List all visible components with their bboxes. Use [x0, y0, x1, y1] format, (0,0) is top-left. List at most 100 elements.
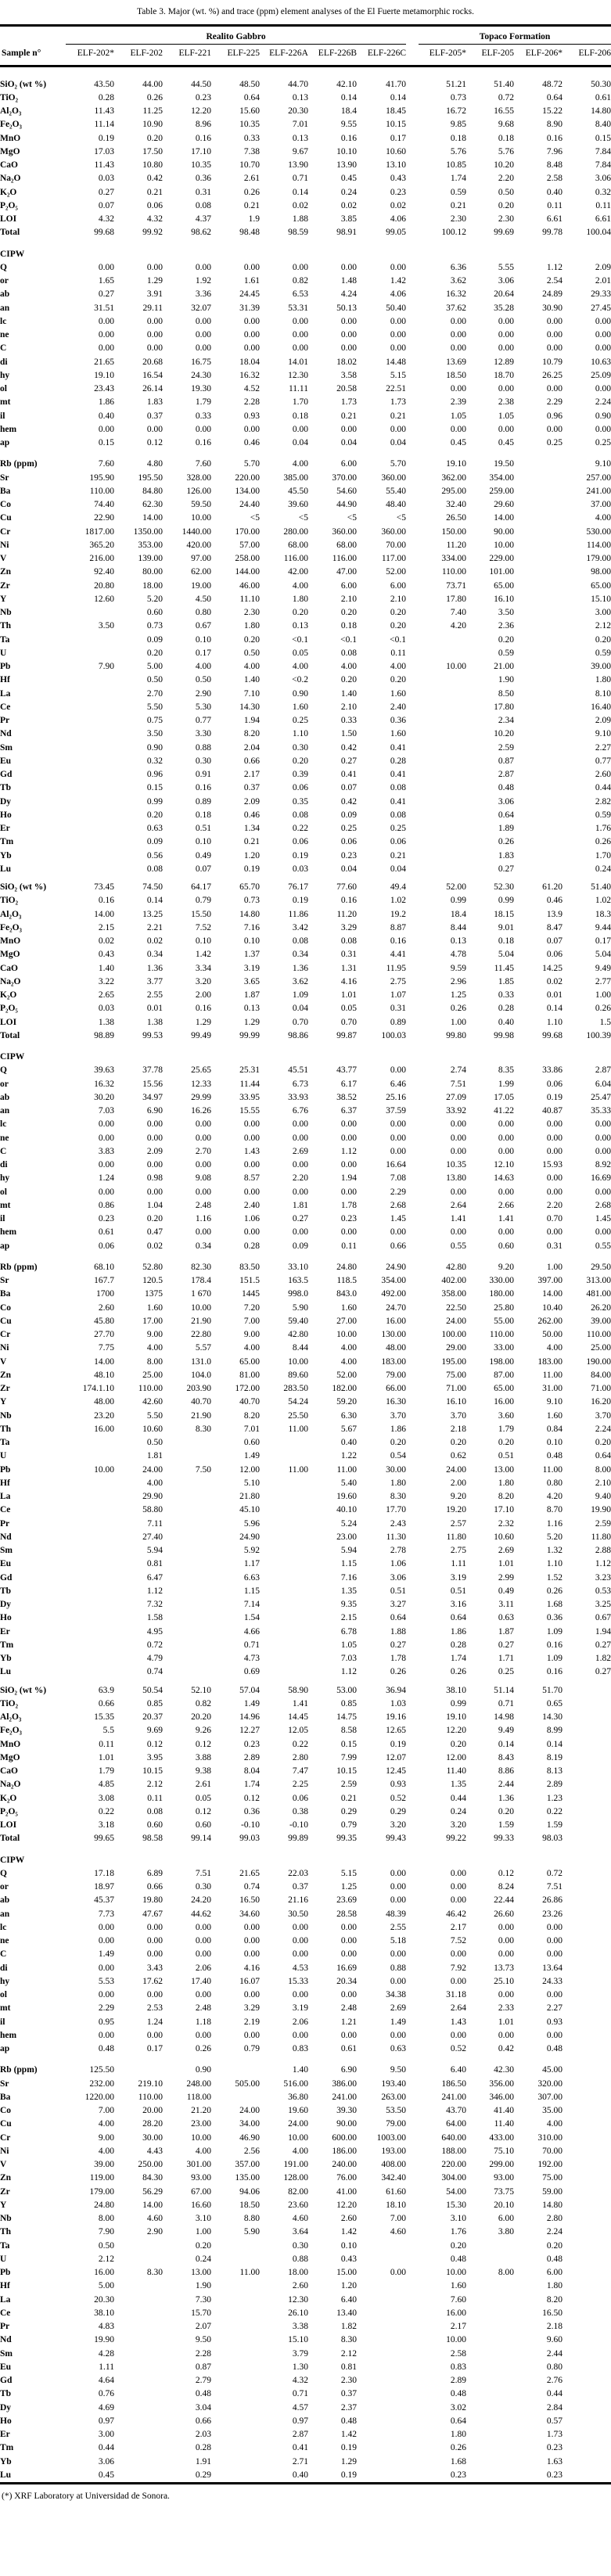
- cell: [66, 835, 114, 849]
- cell: [419, 634, 466, 647]
- cell: 7.00: [243, 1316, 260, 1326]
- cell: 89.60: [288, 1370, 308, 1380]
- cell: 2.06: [195, 1963, 211, 1973]
- column-gap: [406, 1819, 419, 1832]
- row-label: Cu: [0, 2119, 12, 2129]
- cell: 2.27: [546, 2003, 563, 2014]
- column-gap: [406, 23, 419, 45]
- row-label: Ta: [0, 2240, 10, 2251]
- table-row: U 2.12 0.24 0.88 0.43 0.48 0.48: [0, 2253, 611, 2266]
- row-label: MgO: [0, 146, 20, 156]
- cell: 3.19: [292, 2003, 308, 2014]
- cell: 0.14: [546, 1004, 563, 1014]
- cell: 8.48: [546, 160, 563, 170]
- cell: 1.76: [450, 2227, 467, 2237]
- column-gap: [406, 2456, 419, 2469]
- cell: 0.17: [146, 2044, 163, 2053]
- cell: 179.00: [89, 2186, 114, 2197]
- cell: 0.43: [390, 174, 407, 184]
- row-label: lc: [0, 316, 7, 326]
- cell: 30.20: [94, 1092, 114, 1102]
- cell: 0.00: [546, 1990, 563, 1999]
- cell: 0.21: [340, 411, 357, 421]
- cell: 0.19: [292, 896, 308, 906]
- cell: 16.50: [542, 2308, 563, 2318]
- cell: [66, 647, 114, 660]
- cell: 0.26: [146, 92, 163, 102]
- cell: 16.00: [446, 2308, 467, 2318]
- cell: 183.00: [537, 1356, 563, 1367]
- cell: 0.66: [146, 1882, 163, 1892]
- cell: 0.98: [146, 1173, 163, 1184]
- cell: 313.00: [586, 1276, 611, 1285]
- cell: 41.22: [494, 1106, 515, 1116]
- cell: 0.04: [390, 864, 407, 874]
- cell: 19.2: [390, 909, 407, 919]
- cell: [514, 796, 562, 809]
- cell: 3.00: [98, 2430, 114, 2439]
- cell: 354.00: [381, 1276, 407, 1285]
- cell: 0.67: [195, 621, 211, 631]
- cell: 0.13: [450, 936, 467, 946]
- row-label: hem: [0, 1227, 17, 1238]
- row-label: C: [0, 1146, 7, 1156]
- cell: 0.64: [546, 92, 563, 102]
- cell: 0.11: [595, 200, 611, 210]
- cell: 0.06: [98, 1241, 114, 1251]
- cell: [466, 2348, 514, 2361]
- cell: 110.00: [489, 1330, 515, 1339]
- cell: 0.08: [146, 864, 163, 874]
- cell: 0.16: [195, 133, 211, 143]
- cell: 0.00: [195, 343, 211, 354]
- cell: [514, 755, 562, 768]
- cell: 18.4: [450, 909, 467, 919]
- cell: 0.41: [390, 770, 407, 779]
- cell: 10.00: [494, 540, 515, 550]
- row-label: MnO: [0, 936, 21, 946]
- cell: 2.69: [390, 2003, 407, 2014]
- cell: 2.32: [498, 1518, 515, 1529]
- cell: 1.01: [340, 990, 357, 1000]
- cell: 11.00: [239, 2268, 260, 2277]
- table-row: Rb (ppm) 7.60 4.80 7.60 5.70 4.00 6.00 5.70 19.1…: [0, 458, 611, 471]
- cell: [66, 674, 114, 687]
- cell: 8.57: [243, 1173, 260, 1184]
- column-gap: [406, 922, 419, 935]
- cell: 0.00: [450, 2030, 467, 2040]
- cell: 0.06: [292, 1793, 308, 1803]
- cell: [514, 863, 562, 876]
- cell: 8.30: [195, 1424, 211, 1434]
- cell: 2.58: [546, 174, 563, 184]
- table-row: ap 0.06 0.02 0.34 0.28 0.09 0.11 0.66 0.55 0.60 0.…: [0, 1240, 611, 1253]
- column-gap: [406, 172, 419, 185]
- table-row: an 7.73 47.67 44.62 34.60 30.50 28.58 48.39 46.4…: [0, 1908, 611, 1921]
- cell: 45.80: [94, 1316, 114, 1326]
- cell: 0.06: [340, 837, 357, 847]
- column-gap: [406, 1738, 419, 1751]
- cell: [211, 2320, 260, 2333]
- cell: 0.00: [498, 424, 515, 434]
- row-label: ap: [0, 438, 10, 447]
- cell: 7.99: [340, 1752, 357, 1762]
- cell: 186.00: [332, 2146, 357, 2156]
- column-gap: [406, 342, 419, 355]
- cell: 3.62: [450, 276, 467, 286]
- cell: [211, 2280, 260, 2293]
- cell: 1.76: [595, 824, 611, 833]
- cell: 4.43: [146, 2146, 163, 2156]
- cell: [514, 526, 562, 539]
- cell: 0.66: [243, 756, 260, 766]
- column-header: ELF-205: [466, 44, 515, 67]
- table-row: lc 0.00 0.00 0.00 0.00 0.00 0.00 0.00 0.00 0.00 0.…: [0, 315, 611, 329]
- cell: 92.40: [94, 567, 114, 577]
- column-gap: [406, 2333, 419, 2347]
- table-row: Dy 7.32 7.14 9.35 3.27 3.16 3.11 1.68 3.25: [0, 1598, 611, 1611]
- column-gap: [406, 369, 419, 383]
- cell: 16.69: [591, 1173, 611, 1184]
- cell: 5.20: [546, 1532, 563, 1542]
- cell: [114, 2294, 163, 2307]
- table-row: ol 0.00 0.00 0.00 0.00 0.00 0.00 2.29 0.00 0.00 0.…: [0, 1186, 611, 1199]
- column-gap: [406, 1396, 419, 1409]
- cell: 13.00: [494, 1464, 515, 1475]
- cell: 0.17: [390, 133, 407, 143]
